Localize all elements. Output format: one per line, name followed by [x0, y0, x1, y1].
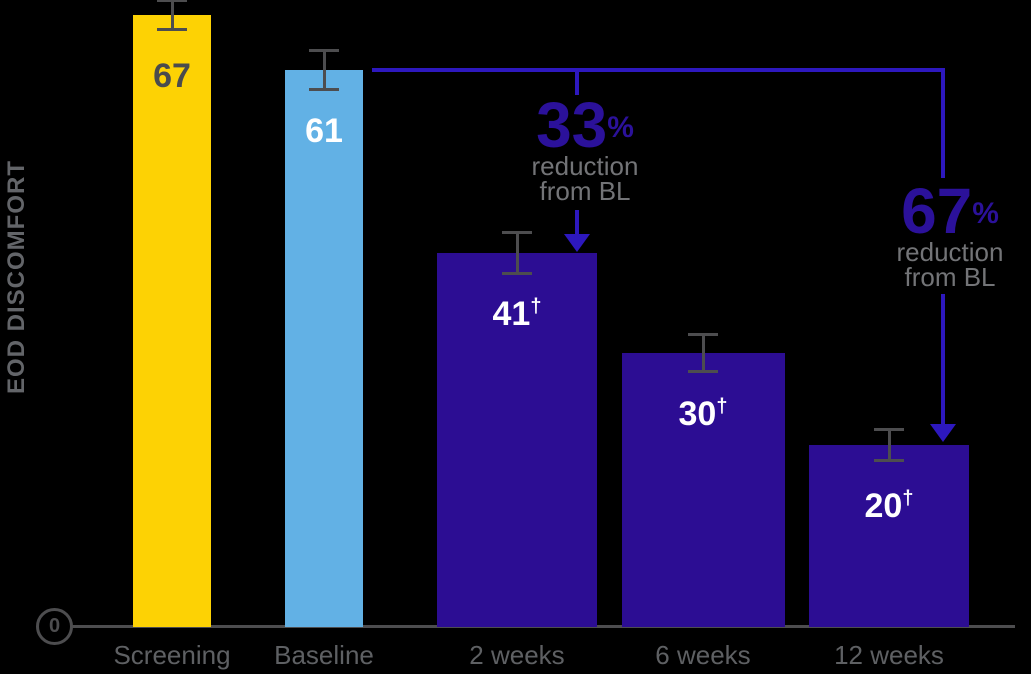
bar-value: 30	[678, 395, 717, 433]
bar-12-weeks	[809, 445, 969, 627]
error-bar	[701, 334, 705, 372]
error-bar-cap-bottom	[157, 28, 187, 32]
percent-value: 67	[901, 175, 973, 247]
x-axis-tick-label: 2 weeks	[469, 640, 565, 670]
error-bar-cap-top	[502, 231, 532, 235]
annotation-33-percent: 33%	[460, 93, 710, 157]
error-bar	[322, 50, 326, 90]
x-axis-tick-label: Baseline	[274, 640, 374, 670]
annotation-67-callout: 67% reduction from BL	[825, 179, 1031, 292]
annotation-33-text-line1: reduction	[531, 151, 639, 181]
bar-value-label: 41†	[437, 297, 597, 331]
down-arrow-67-icon	[930, 424, 956, 442]
error-bar-cap-top	[309, 49, 339, 53]
error-bar	[887, 429, 891, 461]
dagger-symbol: †	[716, 395, 728, 418]
bar-value: 41	[492, 295, 531, 333]
x-axis-tick-label: 12 weeks	[834, 640, 944, 670]
bar-6-weeks	[621, 353, 785, 627]
error-bar	[170, 0, 174, 30]
bar-2-weeks	[437, 253, 597, 627]
percent-sign: %	[972, 197, 999, 230]
x-axis-tick-label: Screening	[113, 640, 231, 670]
down-arrow-33-icon	[564, 234, 590, 252]
arrow-line-33	[575, 210, 579, 235]
bar-screening	[133, 15, 211, 627]
bar-value-label: 67	[133, 59, 211, 93]
bar-value: 20	[864, 487, 903, 525]
bar-value-label: 30†	[622, 397, 785, 431]
error-bar-cap-top	[157, 0, 187, 2]
error-bar-cap-top	[874, 428, 904, 432]
error-bar	[515, 232, 519, 274]
bar-value: 61	[305, 112, 343, 150]
baseline-bracket-line-horizontal	[372, 68, 945, 72]
annotation-33-callout: 33% reduction from BL	[460, 93, 710, 206]
arrow-line-67	[941, 294, 945, 425]
dagger-symbol: †	[902, 487, 914, 510]
bar-baseline	[285, 70, 363, 627]
axis-zero-marker: 0	[36, 608, 73, 645]
bar-value: 67	[153, 57, 191, 95]
annotation-33-text-line2: from BL	[539, 176, 631, 206]
annotation-67-text-line2: from BL	[904, 262, 996, 292]
error-bar-cap-top	[688, 332, 718, 336]
axis-zero-label: 0	[48, 615, 61, 637]
bracket-drop-line-67	[941, 72, 945, 178]
annotation-67-text-line1: reduction	[896, 237, 1004, 267]
bar-value-label: 20†	[809, 489, 969, 523]
error-bar-cap-bottom	[309, 87, 339, 91]
annotation-67-percent: 67%	[825, 179, 1031, 243]
dagger-symbol: †	[530, 295, 542, 318]
error-bar-cap-bottom	[874, 458, 904, 462]
percent-value: 33	[536, 89, 608, 161]
percent-sign: %	[607, 111, 634, 144]
bar-value-label: 61	[285, 114, 363, 148]
bracket-drop-line-33	[575, 72, 579, 95]
error-bar-cap-bottom	[688, 370, 718, 374]
y-axis-label: EOD DISCOMFORT	[3, 160, 30, 394]
x-axis-tick-label: 6 weeks	[655, 640, 751, 670]
error-bar-cap-bottom	[502, 271, 532, 275]
